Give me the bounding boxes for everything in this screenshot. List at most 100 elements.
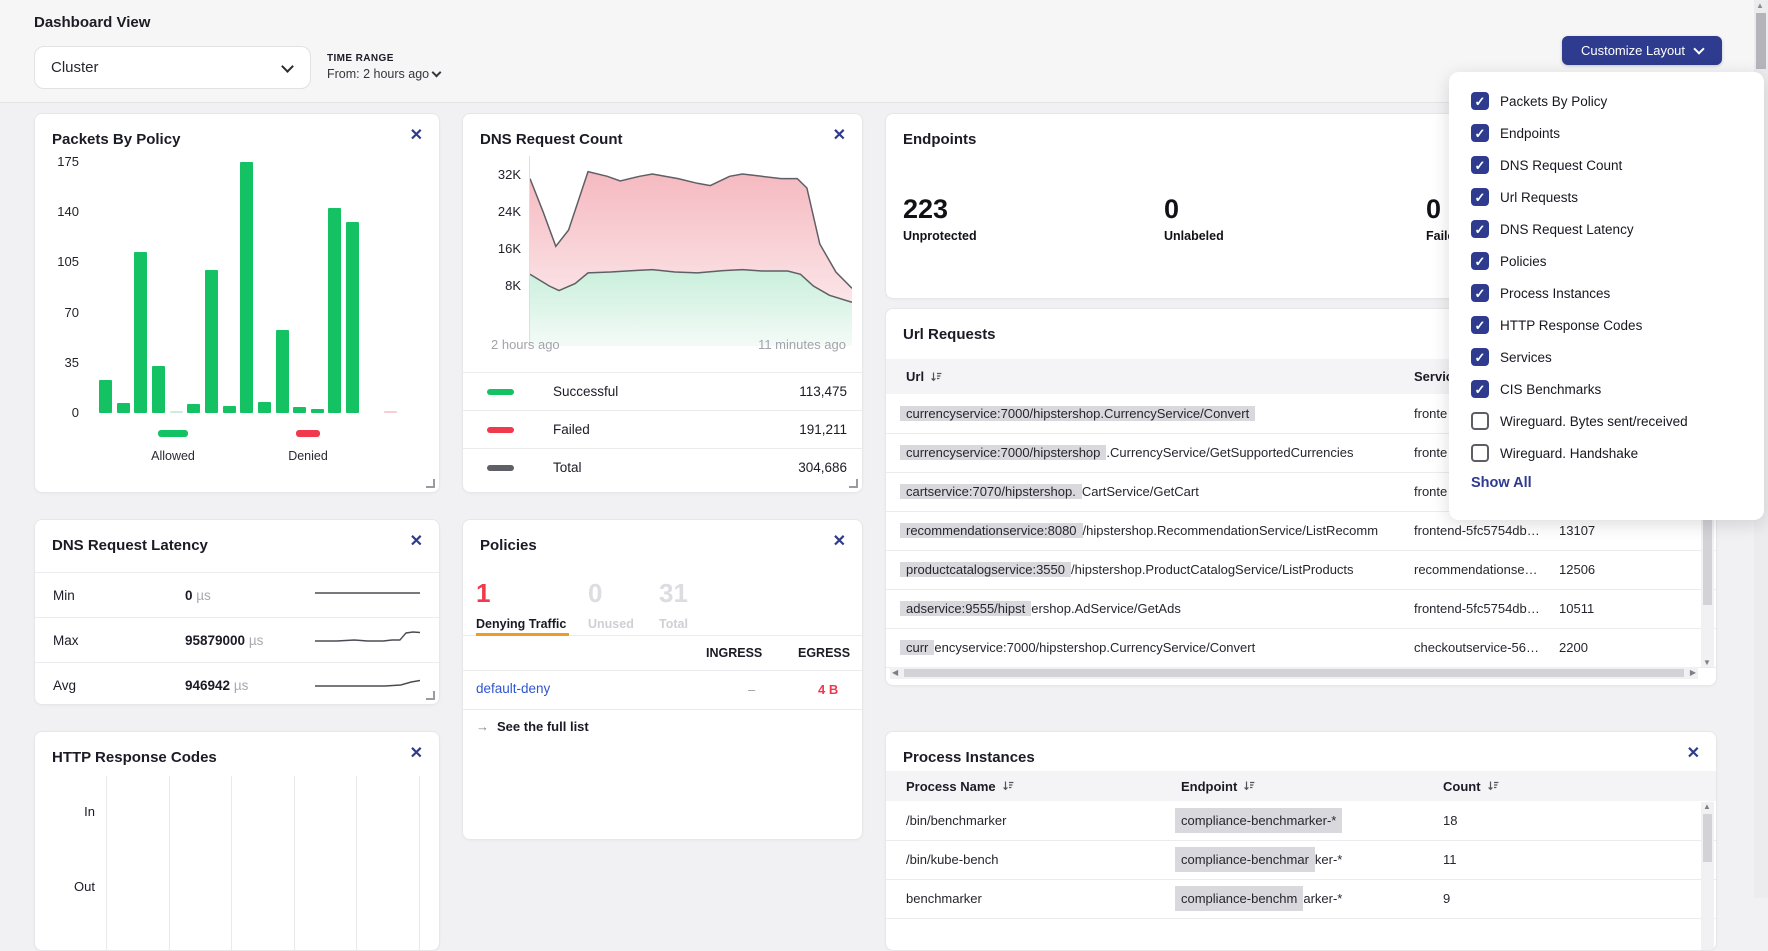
highlighted-text: productcatalogservice:3550	[900, 562, 1071, 577]
menu-item[interactable]: ✓Endpoints	[1471, 123, 1742, 143]
close-icon[interactable]: ✕	[410, 746, 423, 762]
time-range-from[interactable]: From: 2 hours ago	[327, 67, 440, 81]
scrollbar-thumb[interactable]	[1703, 814, 1712, 862]
checkbox-icon[interactable]: ✓	[1471, 252, 1489, 270]
process-table-row[interactable]: /bin/kube-benchcompliance-benchmarker-*1…	[886, 840, 1716, 880]
process-table-row[interactable]: /bin/benchmarkercompliance-benchmarker-*…	[886, 801, 1716, 841]
y-tick: 0	[41, 405, 79, 420]
scroll-up-icon[interactable]: ▲	[1703, 802, 1711, 811]
gridline	[356, 776, 357, 950]
allowed-swatch-icon	[158, 430, 188, 437]
packets-bar-chart: 03570105140175	[35, 162, 441, 413]
close-icon[interactable]: ✕	[833, 128, 846, 144]
url-table-row[interactable]: productcatalogservice:3550/hipstershop.P…	[886, 550, 1716, 590]
view-select[interactable]: Cluster	[34, 46, 311, 89]
show-all-link[interactable]: Show All	[1471, 475, 1742, 491]
denied-swatch-icon	[296, 430, 320, 437]
column-header-endpoint[interactable]: Endpoint	[1181, 779, 1255, 794]
scrollbar-thumb[interactable]	[904, 669, 1684, 677]
menu-item-label: Wireguard. Bytes sent/received	[1500, 414, 1688, 429]
column-header-count[interactable]: Count	[1443, 779, 1499, 794]
column-header-url[interactable]: Url	[906, 369, 942, 384]
scroll-down-icon[interactable]: ▼	[1703, 658, 1711, 667]
process-vertical-scrollbar[interactable]: ▲	[1701, 802, 1714, 951]
url-cell: currencyservice:7000/hipstershop.Currenc…	[900, 406, 1405, 421]
see-full-list-link[interactable]: →See the full list	[476, 719, 589, 734]
resize-handle[interactable]	[426, 479, 435, 488]
menu-item-label: DNS Request Latency	[1500, 222, 1634, 237]
checkbox-icon[interactable]: ✓	[1471, 188, 1489, 206]
menu-item[interactable]: ✓ Url Requests	[1471, 187, 1742, 207]
sparkline	[315, 627, 420, 653]
checkbox-icon[interactable]: ✓	[1471, 348, 1489, 366]
menu-item[interactable]: ✓ DNS Request Latency	[1471, 219, 1742, 239]
checkbox-icon[interactable]: ✓	[1471, 316, 1489, 334]
checkbox-icon[interactable]: ✓	[1471, 284, 1489, 302]
egress-value: 4 B	[818, 682, 838, 697]
chevron-down-icon	[432, 68, 442, 78]
card-title: DNS Request Count	[480, 131, 623, 148]
latency-rows: Min0 µsMax95879000 µsAvg946942 µs	[35, 572, 439, 707]
active-tab-underline	[476, 633, 569, 636]
service-cell: checkoutservice-56…	[1414, 640, 1552, 655]
resize-handle[interactable]	[426, 691, 435, 700]
policies-tab-denying[interactable]: 1 Denying Traffic	[476, 578, 566, 631]
menu-item[interactable]: ✓Policies	[1471, 251, 1742, 271]
menu-item[interactable]: ✓Process Instances	[1471, 283, 1742, 303]
menu-item[interactable]: ✓Packets By Policy	[1471, 91, 1742, 111]
checkbox-icon[interactable]	[1471, 412, 1489, 430]
menu-item-label: Url Requests	[1500, 190, 1578, 205]
legend-denied: Denied	[273, 424, 343, 463]
bar	[346, 222, 359, 413]
scroll-right-icon[interactable]: ▶	[1690, 668, 1696, 677]
checkbox-icon[interactable]: ✓	[1471, 92, 1489, 110]
menu-item[interactable]: ✓Services	[1471, 347, 1742, 367]
scrollbar-thumb[interactable]	[1756, 13, 1766, 69]
close-icon[interactable]: ✕	[410, 128, 423, 144]
url-table-row[interactable]: adservice:9555/hipstershop.AdService/Get…	[886, 589, 1716, 629]
url-table-row[interactable]: currencyservice:7000/hipstershop.Currenc…	[886, 628, 1716, 668]
close-icon[interactable]: ✕	[1687, 746, 1700, 762]
bar	[293, 407, 306, 413]
menu-item-label: CIS Benchmarks	[1500, 382, 1601, 397]
checkbox-icon[interactable]: ✓	[1471, 124, 1489, 142]
sort-icon	[1243, 780, 1255, 792]
process-table-row[interactable]: benchmarkercompliance-benchmarker-*9	[886, 879, 1716, 919]
y-tick: 105	[41, 254, 79, 269]
page-title: Dashboard View	[34, 14, 150, 31]
menu-item[interactable]: ✓ CIS Benchmarks	[1471, 379, 1742, 399]
count-cell: 13107	[1559, 523, 1595, 538]
menu-item[interactable]: ✓DNS Request Count	[1471, 155, 1742, 175]
policies-tab-total[interactable]: 31 Total	[659, 578, 688, 631]
column-header-process-name[interactable]: Process Name	[906, 779, 1014, 794]
bar	[187, 404, 200, 413]
url-horizontal-scrollbar[interactable]: ◀ ▶	[890, 667, 1698, 679]
latency-value: 0 µs	[185, 588, 211, 603]
card-policies: Policies ✕ 1 Denying Traffic 0 Unused 31…	[462, 519, 863, 840]
time-range-label: TIME RANGE	[327, 53, 440, 64]
endpoint-cell: compliance-benchmarker-*	[1175, 852, 1342, 867]
highlighted-text: currencyservice:7000/hipstershop	[900, 445, 1106, 460]
checkbox-icon[interactable]: ✓	[1471, 380, 1489, 398]
close-icon[interactable]: ✕	[410, 534, 423, 550]
policy-link-default-deny[interactable]: default-deny	[476, 681, 550, 696]
checkbox-icon[interactable]	[1471, 444, 1489, 462]
policies-tab-unused[interactable]: 0 Unused	[588, 578, 634, 631]
y-tick: 24K	[477, 204, 521, 219]
latency-label: Min	[53, 588, 75, 603]
highlighted-text: compliance-benchmar	[1175, 847, 1315, 872]
sort-icon	[1487, 780, 1499, 792]
scroll-left-icon[interactable]: ◀	[892, 668, 898, 677]
menu-item[interactable]: Wireguard. Handshake	[1471, 443, 1742, 463]
menu-item[interactable]: Wireguard. Bytes sent/received	[1471, 411, 1742, 431]
customize-menu-items: ✓Packets By Policy✓Endpoints✓DNS Request…	[1471, 91, 1742, 463]
checkbox-icon[interactable]: ✓	[1471, 220, 1489, 238]
card-title: Packets By Policy	[52, 131, 180, 148]
divider	[463, 709, 862, 710]
close-icon[interactable]: ✕	[833, 534, 846, 550]
menu-item[interactable]: ✓HTTP Response Codes	[1471, 315, 1742, 335]
scroll-up-icon[interactable]: ▲	[1756, 1, 1764, 10]
checkbox-icon[interactable]: ✓	[1471, 156, 1489, 174]
resize-handle[interactable]	[849, 479, 858, 488]
customize-layout-button[interactable]: Customize Layout	[1562, 36, 1722, 65]
